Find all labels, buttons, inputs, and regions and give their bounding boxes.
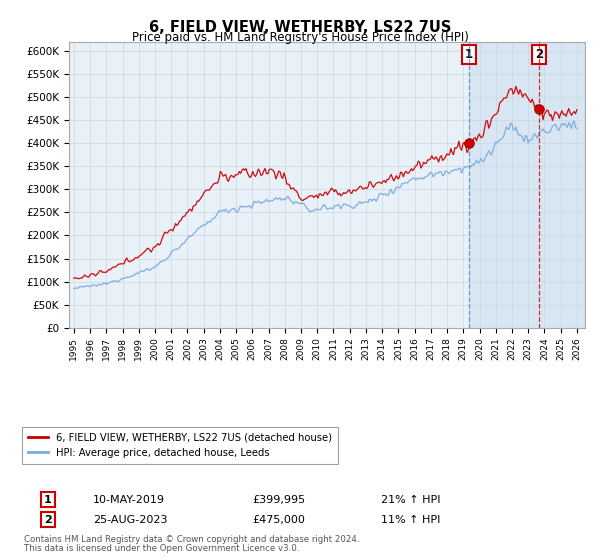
- Text: 25-AUG-2023: 25-AUG-2023: [93, 515, 167, 525]
- Text: 2: 2: [44, 515, 52, 525]
- Text: 21% ↑ HPI: 21% ↑ HPI: [381, 494, 440, 505]
- Text: 11% ↑ HPI: 11% ↑ HPI: [381, 515, 440, 525]
- Legend: 6, FIELD VIEW, WETHERBY, LS22 7US (detached house), HPI: Average price, detached: 6, FIELD VIEW, WETHERBY, LS22 7US (detac…: [22, 427, 338, 464]
- Text: Contains HM Land Registry data © Crown copyright and database right 2024.: Contains HM Land Registry data © Crown c…: [24, 534, 359, 544]
- Text: Price paid vs. HM Land Registry's House Price Index (HPI): Price paid vs. HM Land Registry's House …: [131, 31, 469, 44]
- Text: £475,000: £475,000: [252, 515, 305, 525]
- Text: 10-MAY-2019: 10-MAY-2019: [93, 494, 165, 505]
- Text: 1: 1: [44, 494, 52, 505]
- Text: 6, FIELD VIEW, WETHERBY, LS22 7US: 6, FIELD VIEW, WETHERBY, LS22 7US: [149, 20, 451, 35]
- Text: This data is licensed under the Open Government Licence v3.0.: This data is licensed under the Open Gov…: [24, 544, 299, 553]
- Text: 1: 1: [465, 48, 473, 62]
- Text: £399,995: £399,995: [252, 494, 305, 505]
- Text: 2: 2: [535, 48, 543, 62]
- Bar: [469, 42, 585, 328]
